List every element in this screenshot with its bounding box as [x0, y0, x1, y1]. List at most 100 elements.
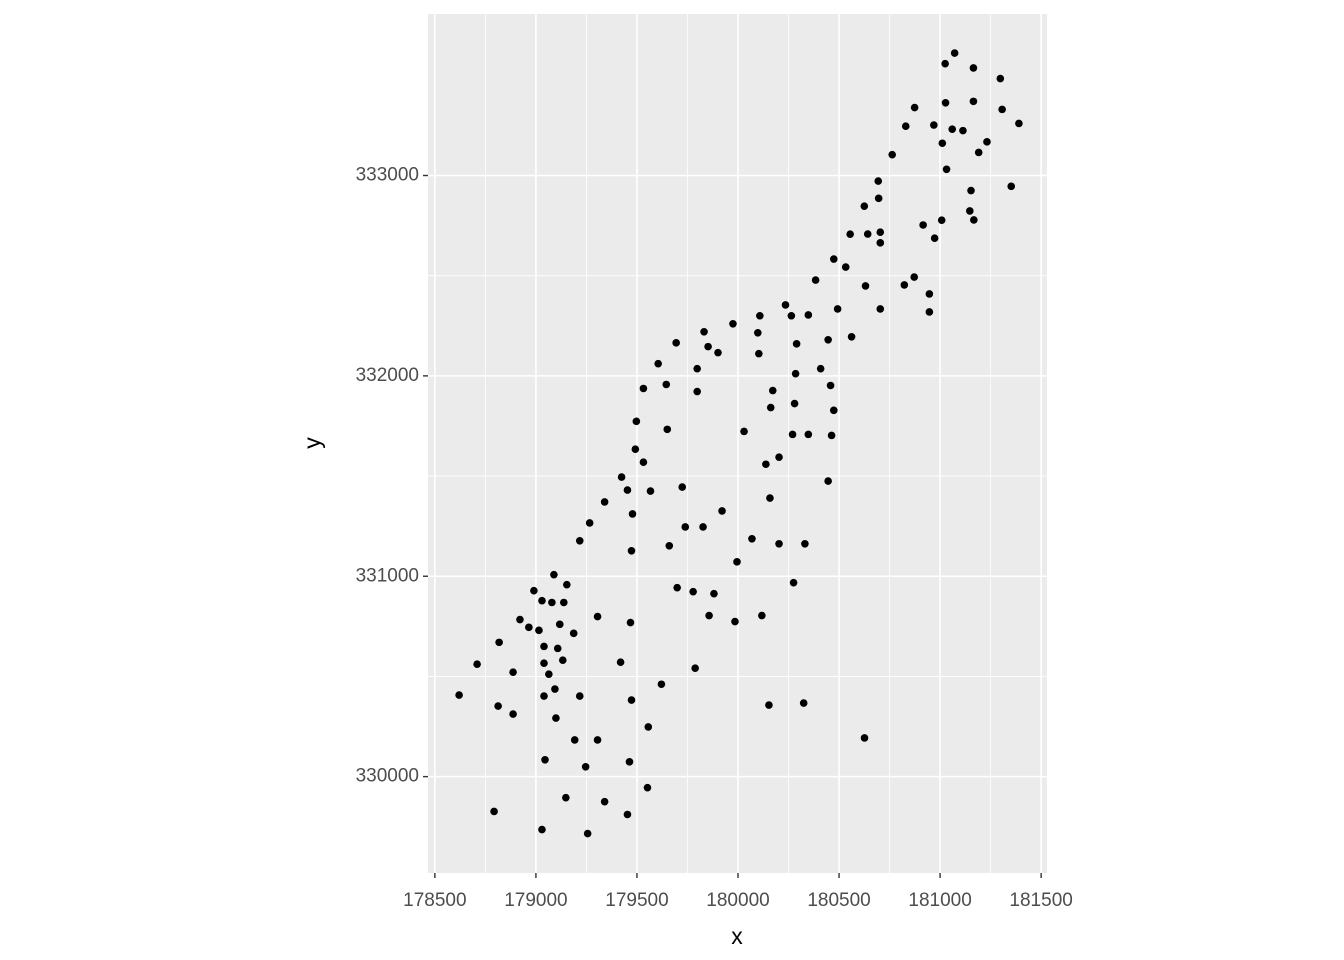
point	[816, 364, 825, 373]
point	[969, 97, 978, 106]
y-tick-label: 330000	[356, 766, 419, 787]
point	[540, 659, 548, 668]
point	[910, 273, 919, 281]
point	[942, 165, 951, 174]
point	[560, 598, 568, 607]
point	[811, 276, 820, 284]
point	[563, 580, 571, 589]
point	[600, 498, 609, 506]
point	[600, 797, 609, 806]
point	[541, 755, 549, 764]
point	[639, 458, 648, 467]
point	[538, 596, 546, 605]
point	[792, 340, 801, 348]
point	[575, 692, 584, 700]
point	[623, 810, 632, 819]
point	[888, 150, 896, 159]
point	[827, 431, 836, 440]
point	[625, 757, 634, 766]
point	[540, 692, 548, 700]
point	[593, 736, 602, 744]
point	[863, 230, 872, 238]
point	[804, 430, 813, 439]
point	[740, 427, 748, 436]
point	[639, 384, 648, 393]
point	[616, 658, 625, 667]
x-tick-label: 179500	[605, 890, 668, 911]
point	[801, 539, 809, 548]
point	[700, 327, 708, 336]
point	[860, 202, 869, 210]
x-tick-label: 178500	[403, 890, 466, 911]
point	[643, 783, 652, 792]
point	[626, 618, 635, 627]
point	[490, 807, 498, 816]
point	[535, 626, 543, 635]
point	[941, 98, 950, 107]
y-axis-title: y	[299, 437, 325, 449]
point	[876, 239, 885, 247]
point	[758, 611, 766, 620]
point	[545, 670, 553, 679]
point	[473, 660, 481, 669]
point	[941, 59, 949, 68]
x-axis-title: x	[731, 923, 743, 949]
point	[509, 668, 517, 677]
point	[969, 64, 978, 72]
point	[925, 308, 934, 316]
point	[575, 536, 584, 545]
point	[765, 701, 773, 709]
point	[729, 319, 737, 328]
point	[833, 305, 842, 313]
point	[861, 282, 870, 290]
point	[876, 305, 885, 313]
point	[525, 623, 533, 632]
point	[530, 586, 538, 595]
point	[663, 425, 672, 434]
point	[824, 477, 832, 485]
point	[632, 417, 641, 426]
point	[693, 364, 701, 373]
point	[790, 399, 799, 408]
point	[756, 311, 764, 320]
point	[657, 680, 666, 689]
point	[762, 460, 770, 469]
point	[548, 598, 556, 607]
point	[714, 348, 722, 357]
point	[860, 734, 869, 742]
point	[617, 473, 626, 481]
point	[766, 403, 775, 412]
point	[691, 664, 699, 673]
point	[826, 381, 835, 390]
point	[1015, 119, 1023, 128]
point	[754, 328, 762, 337]
point	[628, 510, 637, 518]
point	[974, 148, 983, 157]
point	[538, 825, 546, 834]
point	[681, 523, 690, 531]
point	[775, 539, 783, 548]
point	[516, 615, 524, 624]
point	[841, 263, 850, 271]
point	[644, 723, 653, 731]
point	[789, 578, 798, 587]
point	[710, 589, 718, 598]
point	[627, 696, 636, 704]
point	[950, 49, 959, 57]
point	[509, 710, 517, 718]
point	[998, 105, 1006, 114]
point	[654, 359, 662, 368]
point	[766, 494, 774, 502]
point	[558, 656, 567, 665]
x-tick-label: 179000	[504, 890, 567, 911]
point	[775, 453, 783, 462]
point	[673, 583, 681, 592]
point	[937, 216, 946, 224]
point	[583, 829, 592, 838]
point	[824, 336, 832, 344]
point	[970, 216, 978, 224]
point	[791, 369, 800, 378]
x-tick-label: 180500	[807, 890, 870, 911]
y-tick-label: 331000	[356, 565, 419, 586]
